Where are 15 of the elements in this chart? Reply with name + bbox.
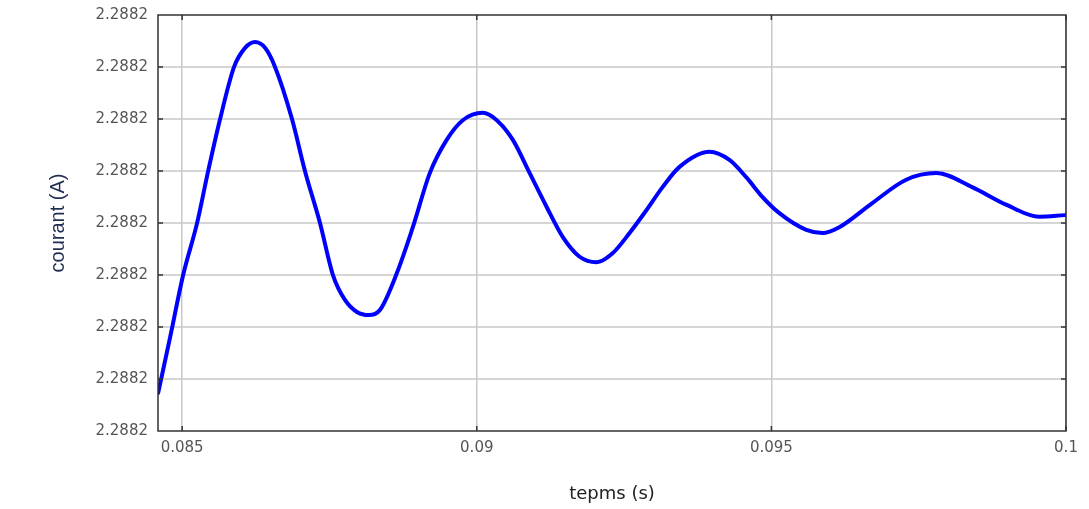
text: 2.2882 [95,368,148,387]
text: 2.2882 [95,212,148,231]
x-tick-label: 0.09 [460,437,494,456]
text: 2.2882 [95,56,148,75]
x-tick-label: 0.085 [160,437,204,456]
text: 2.2882 [95,108,148,127]
text: 2.2882 [95,160,148,179]
y-axis-title: courant (A) [45,173,68,273]
x-axis-title: tepms (s) [569,481,655,503]
text: 2.2882 [95,420,148,439]
text: 2.2882 [95,264,148,283]
x-tick-label: 0.095 [749,437,793,456]
x-tick-label: 0.1 [1054,437,1078,456]
text: 2.2882 [95,4,148,23]
text: 2.2882 [95,316,148,335]
